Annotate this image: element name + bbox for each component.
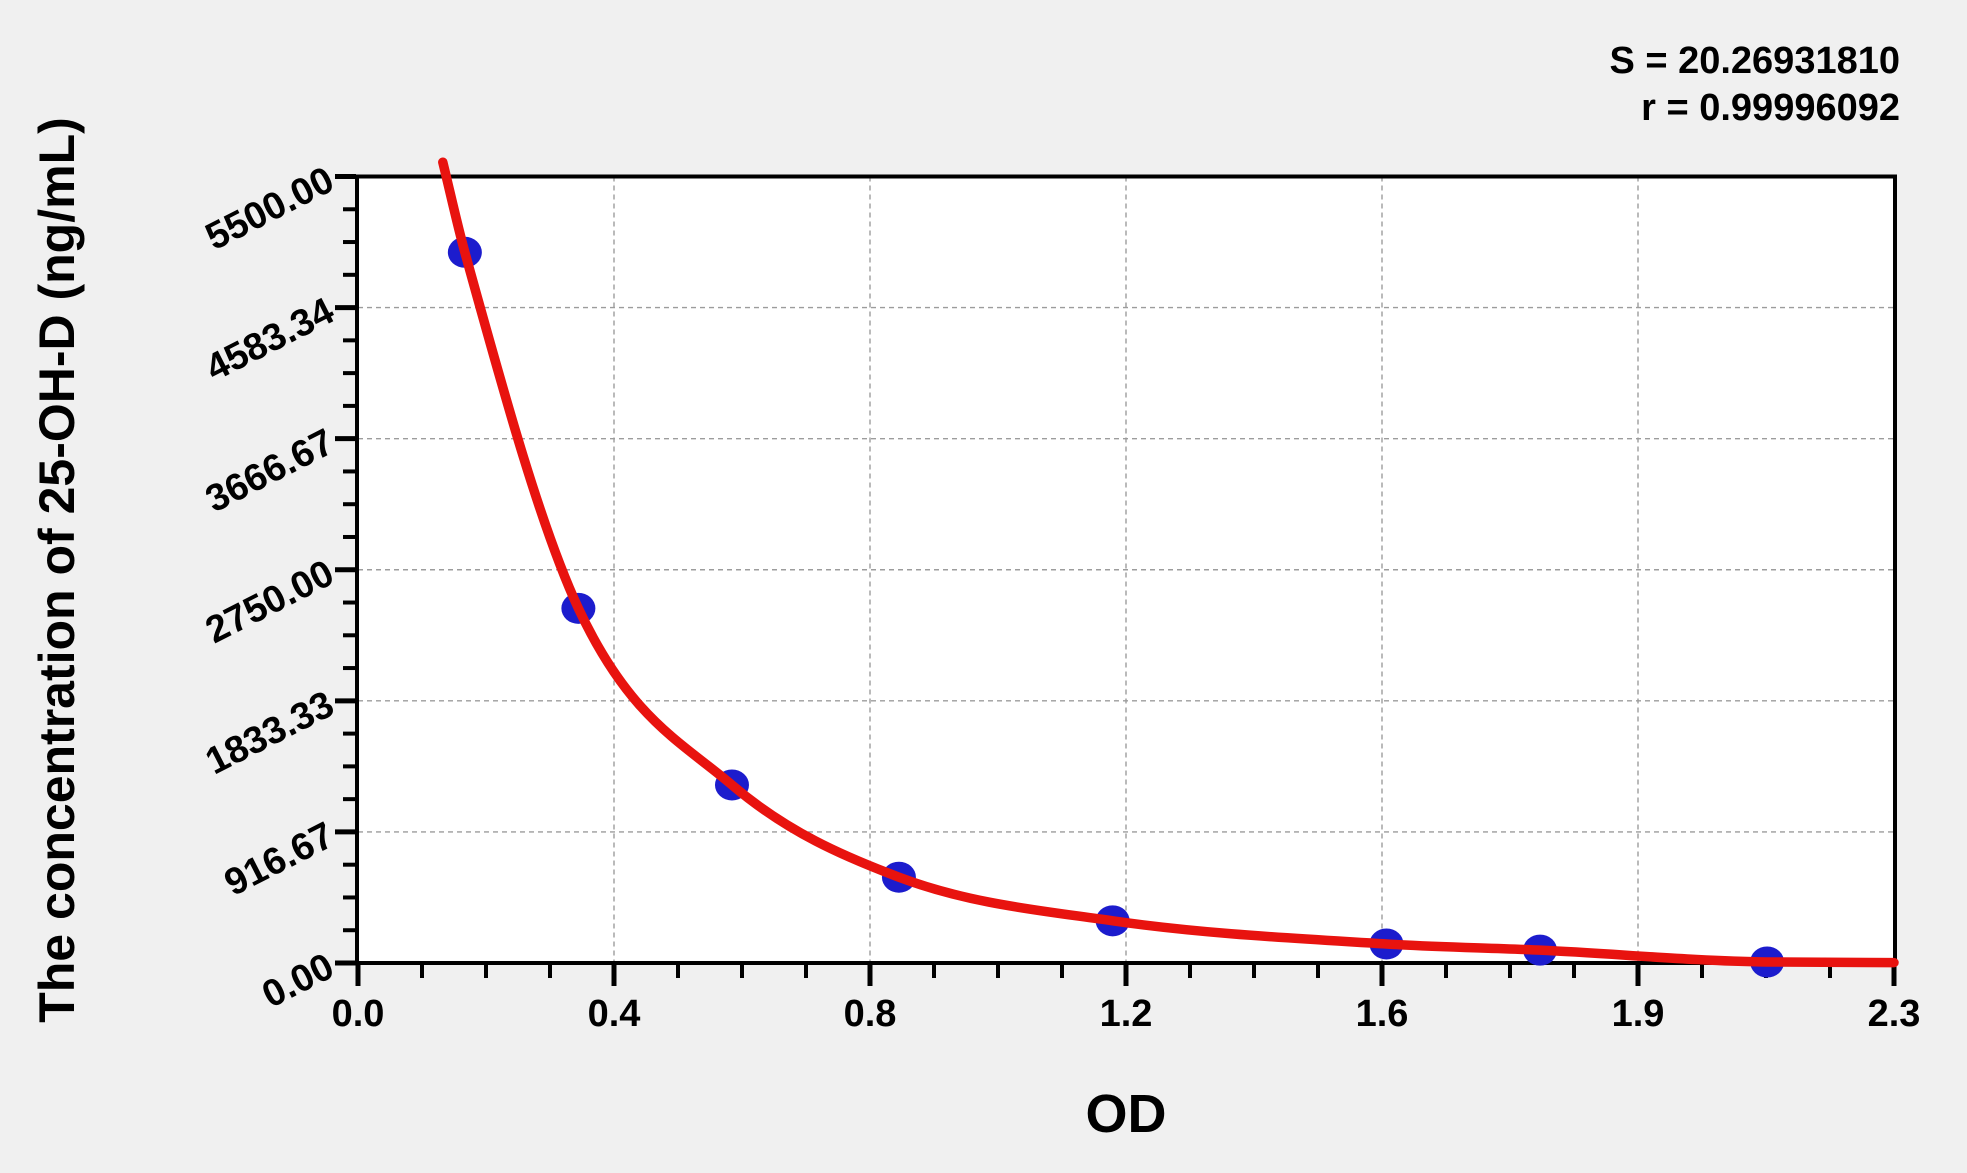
y-tick-label: 5500.00 — [199, 159, 340, 259]
x-tick-label: 0.8 — [844, 993, 897, 1035]
x-axis-title: OD — [1085, 1084, 1167, 1144]
x-tick-label: 0.0 — [332, 993, 385, 1035]
x-tick-label: 1.6 — [1356, 993, 1409, 1035]
x-tick-label: 1.2 — [1100, 993, 1153, 1035]
y-tick-label: 1833.33 — [199, 683, 340, 783]
y-tick-label: 2750.00 — [199, 552, 340, 652]
fit-statistics: S = 20.26931810 r = 0.99996092 — [1609, 38, 1900, 132]
y-tick-label: 916.67 — [218, 814, 341, 904]
fit-statistic-r: r = 0.99996092 — [1641, 87, 1900, 129]
x-tick-label: 2.3 — [1868, 993, 1921, 1035]
fit-curve — [438, 157, 1899, 968]
y-tick-label: 0.00 — [256, 946, 341, 1017]
y-tick-label: 4583.34 — [199, 290, 340, 390]
x-tick-label: 1.9 — [1612, 993, 1665, 1035]
x-tick-label: 0.4 — [588, 993, 641, 1035]
fit-statistic-s: S = 20.26931810 — [1609, 40, 1900, 82]
plot-frame — [355, 174, 1897, 965]
y-tick-label: 3666.67 — [199, 421, 340, 521]
y-axis-title: The concentration of 25-OH-D (ng/mL) — [29, 117, 85, 1023]
